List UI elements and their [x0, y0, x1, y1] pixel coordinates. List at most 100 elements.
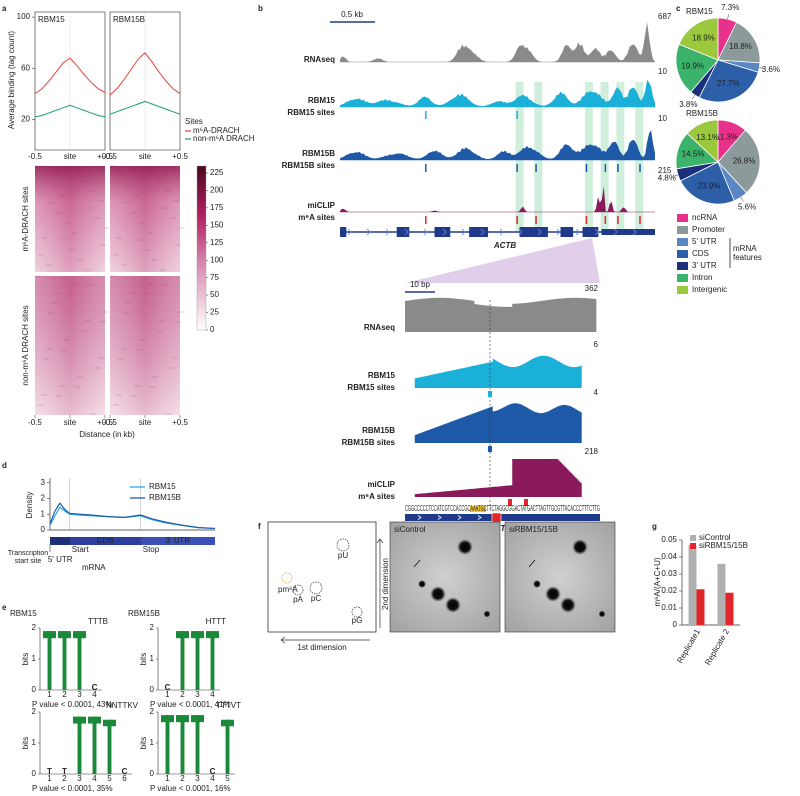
y-tick-label: 0 — [32, 769, 37, 778]
pie-slice — [717, 21, 761, 64]
gene-bar — [405, 514, 600, 521]
tss-label-box: Transcription start site — [8, 550, 48, 565]
x-tick-label: -0.5 — [28, 152, 42, 161]
pie-slice — [717, 129, 761, 194]
strand-chevron — [417, 515, 422, 520]
strand-chevron — [442, 228, 447, 236]
logo-letter: T — [62, 767, 67, 776]
legend-swatch — [677, 286, 688, 294]
strand-chevron — [437, 515, 442, 520]
panel-letter: e — [2, 603, 7, 612]
x-tick-label: +0.5 — [172, 418, 188, 427]
track-sites-label: RBM15B sites — [342, 438, 396, 447]
leader-line — [727, 14, 729, 20]
arrow-head — [376, 538, 384, 544]
legend-swatch — [677, 238, 688, 246]
colorbar-label: 225 — [210, 168, 224, 177]
strand-chevron — [366, 228, 371, 236]
y-tick-label: 20 — [21, 114, 30, 123]
site-mark — [524, 499, 528, 506]
strand-chevron — [537, 228, 542, 236]
mrna-bar — [50, 537, 215, 545]
pie-slice — [678, 17, 719, 61]
site-mark — [535, 164, 537, 172]
axis — [49, 478, 215, 531]
pie-slice — [679, 161, 735, 205]
y-tick-label: 3 — [41, 478, 46, 487]
x-tick-label: site — [139, 152, 152, 161]
site-mark — [488, 446, 492, 452]
x-tick-label: 5 — [107, 774, 112, 783]
legend-label: siControl — [699, 533, 731, 542]
x-tick-label: 4 — [92, 690, 97, 699]
glyph-stem — [195, 715, 200, 774]
colorbar-label: 75 — [210, 273, 219, 282]
logo-letter: C — [165, 683, 171, 692]
y-tick-label: 1 — [32, 738, 37, 747]
mrna-utr5 — [50, 537, 70, 545]
track-max: 218 — [585, 447, 599, 456]
bar — [688, 545, 697, 625]
logo-stat: P value < 0.0001, 43% — [32, 700, 113, 709]
density-line — [49, 502, 216, 530]
track-label: RNAseq — [364, 323, 395, 332]
strand-chevron — [477, 515, 482, 520]
site-mark — [516, 216, 518, 224]
legend-label: RBM15 — [149, 482, 176, 491]
site-mark — [516, 164, 518, 172]
track-max: 4 — [594, 388, 599, 397]
profile-line — [34, 57, 106, 95]
x-tick-label: 4 — [210, 690, 215, 699]
logo-stat: P value < 0.0001, 16% — [150, 784, 231, 793]
scale-label: 0.5 kb — [341, 10, 363, 19]
y-axis-label: bits — [21, 653, 30, 665]
tlc-spot — [572, 539, 588, 555]
track-label: RBM15 — [368, 371, 396, 380]
site-mark — [639, 216, 641, 224]
y-tick-label: 0.01 — [661, 603, 677, 612]
legend-label: ncRNA — [692, 213, 718, 222]
pie-value-label: 4.8% — [658, 174, 676, 183]
strand-chevron — [518, 228, 523, 236]
spot-label: pm⁶A — [278, 585, 298, 594]
x-tick-label: 5 — [225, 774, 230, 783]
pie-value-label: 7.3% — [721, 3, 739, 12]
tlc-spot — [545, 586, 561, 602]
x-tick-label: 3 — [77, 690, 82, 699]
y-tick-label: 1 — [150, 654, 155, 663]
pie-slice — [675, 43, 719, 93]
profile-line — [34, 104, 106, 118]
legend-swatch — [690, 543, 696, 549]
panel-letter: a — [2, 4, 7, 13]
track-label: RNAseq — [304, 55, 335, 64]
coverage-track — [405, 403, 600, 443]
legend-label: 3' UTR — [692, 261, 717, 270]
strand-chevron — [594, 228, 599, 236]
pie-value-label: 3.8% — [679, 100, 697, 109]
track-sites-label: RBM15B sites — [282, 161, 336, 170]
profile-frame — [34, 11, 106, 151]
y-tick-label: 0 — [673, 620, 678, 629]
strand-chevron — [480, 228, 485, 236]
y-tick-label: 2 — [150, 707, 155, 716]
x-tick-label: 2 — [180, 690, 185, 699]
x-tick-label: 2 — [62, 690, 67, 699]
panel-letter: d — [2, 461, 7, 470]
glyph-stem — [77, 716, 82, 774]
track-sites-label: m⁶A sites — [298, 213, 335, 222]
y-axis-label: bits — [21, 737, 30, 749]
tlc-plate — [389, 521, 501, 633]
legend-swatch — [690, 535, 696, 541]
x-tick-label: Replicate1 — [675, 627, 702, 665]
spot-outline — [336, 538, 350, 552]
glyph-stem — [195, 631, 200, 690]
strand-chevron — [385, 228, 390, 236]
panel-letter: g — [652, 522, 657, 531]
logo-title: RBM15B — [128, 609, 160, 618]
group-label: mRNA features — [733, 244, 762, 262]
site-mark — [425, 216, 427, 224]
track-sites-label: RBM15 sites — [347, 383, 395, 392]
y-tick-label: 2 — [41, 494, 46, 503]
glyph-stem — [77, 631, 82, 690]
spot-outline — [309, 581, 323, 595]
